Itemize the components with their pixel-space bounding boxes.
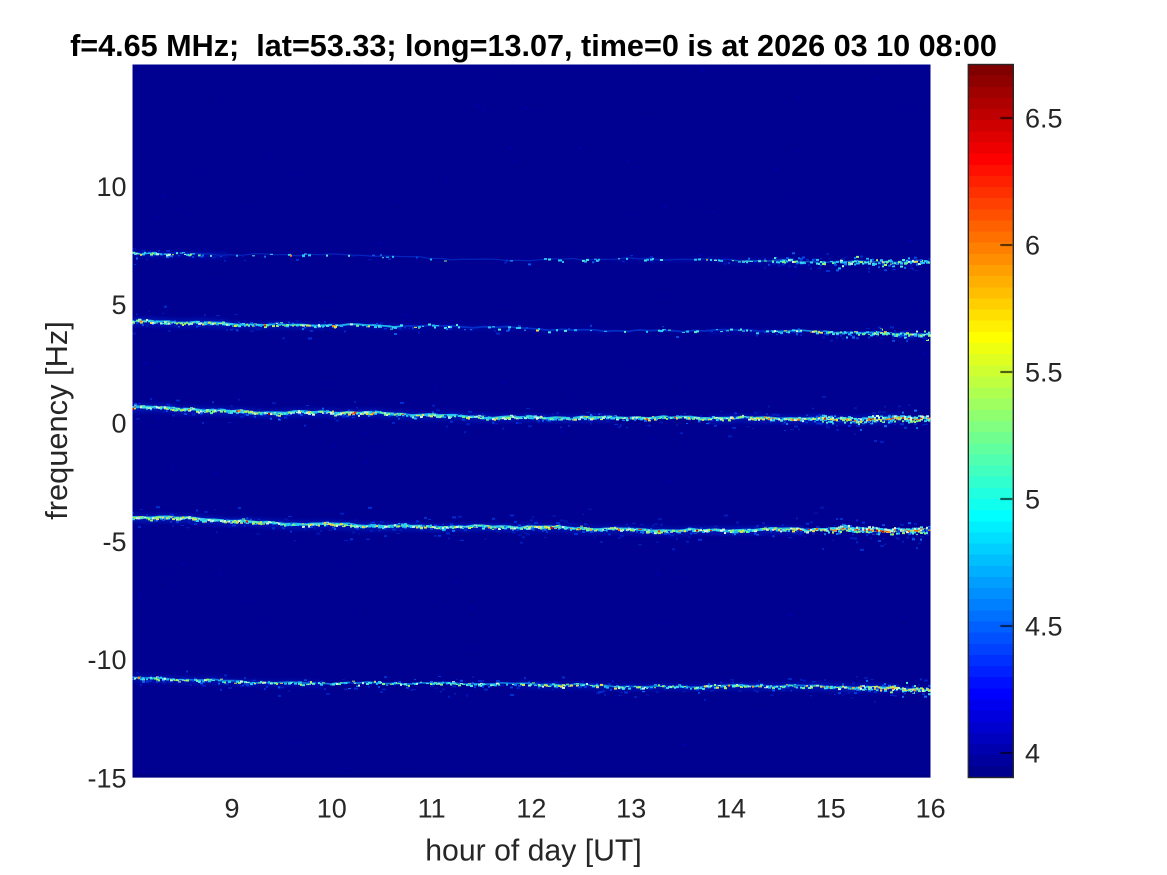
svg-text:4: 4 [1025,739,1040,769]
svg-text:13: 13 [616,794,646,824]
svg-text:10: 10 [96,172,126,202]
svg-text:14: 14 [716,794,746,824]
svg-text:6: 6 [1025,231,1040,261]
svg-text:f=4.65 MHz; lat=53.33; long=1: f=4.65 MHz; lat=53.33; long=13.07, time=… [70,29,997,63]
svg-text:5: 5 [1025,485,1040,515]
svg-text:5.5: 5.5 [1025,358,1063,388]
svg-text:hour of day [UT]: hour of day [UT] [425,835,641,868]
svg-text:10: 10 [317,794,347,824]
svg-text:15: 15 [816,794,846,824]
svg-text:frequency [Hz]: frequency [Hz] [39,321,74,520]
svg-text:0: 0 [111,409,126,439]
svg-text:16: 16 [916,794,946,824]
svg-text:6.5: 6.5 [1025,104,1063,134]
svg-text:11: 11 [418,794,446,824]
svg-text:9: 9 [224,794,239,824]
svg-text:-15: -15 [87,763,126,793]
svg-text:12: 12 [516,794,546,824]
svg-text:-10: -10 [87,645,126,675]
svg-text:-5: -5 [102,527,126,557]
svg-text:4.5: 4.5 [1025,612,1063,642]
svg-text:5: 5 [111,290,126,320]
